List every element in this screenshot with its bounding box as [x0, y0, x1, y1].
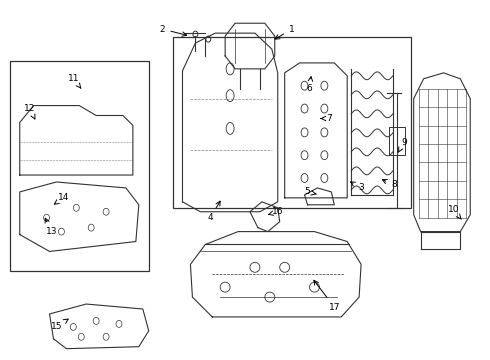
Text: 7: 7: [321, 114, 332, 123]
Text: 1: 1: [275, 25, 294, 39]
Text: 6: 6: [307, 77, 313, 93]
Text: 11: 11: [68, 74, 81, 88]
Text: 14: 14: [54, 193, 69, 204]
Bar: [10, 61, 149, 271]
Text: 5: 5: [305, 188, 316, 197]
Text: 2: 2: [160, 25, 187, 36]
Text: 13: 13: [45, 218, 57, 236]
Text: 9: 9: [398, 138, 407, 152]
Bar: [172, 37, 411, 208]
Text: 10: 10: [448, 205, 461, 219]
Text: 3: 3: [350, 182, 364, 193]
Text: 16: 16: [269, 207, 284, 216]
Text: 8: 8: [383, 180, 397, 189]
Text: 4: 4: [207, 201, 220, 222]
Text: 17: 17: [314, 280, 340, 311]
Text: 12: 12: [24, 104, 35, 119]
Bar: [389, 127, 405, 155]
Text: 15: 15: [51, 319, 68, 331]
